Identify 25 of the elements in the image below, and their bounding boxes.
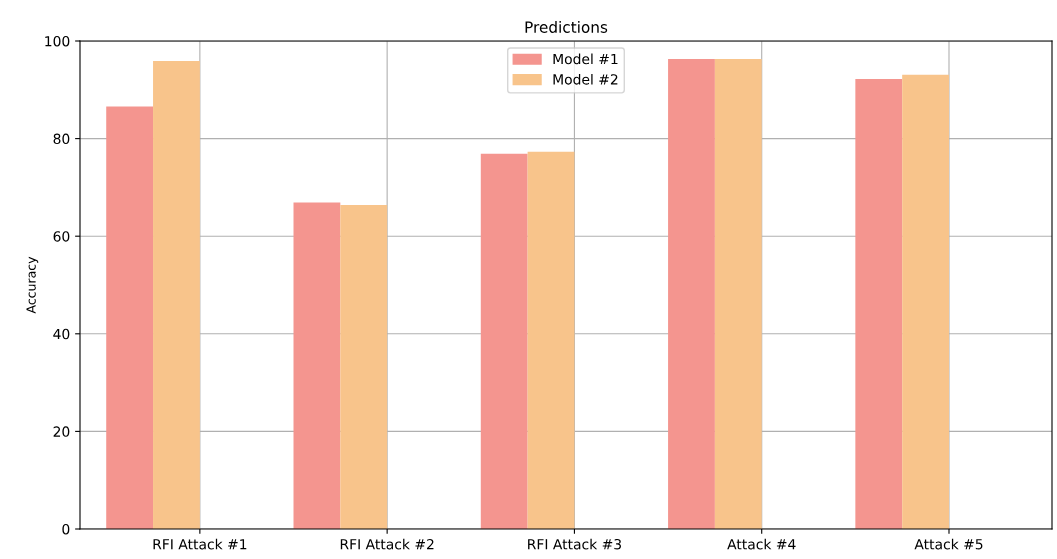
y-axis-title: Accuracy [26, 256, 39, 314]
x-tick-label: RFI Attack #1 [153, 538, 247, 550]
bar [106, 106, 154, 529]
legend-label: Model #2 [553, 73, 618, 85]
bar [527, 151, 575, 529]
bar [855, 79, 903, 529]
bar [714, 59, 762, 529]
bar [153, 61, 200, 529]
y-tick-label: 100 [45, 35, 70, 47]
x-tick-label: Attack #5 [914, 538, 983, 550]
bar [340, 204, 388, 529]
y-tick-label: 40 [53, 328, 70, 340]
y-tick-label: 0 [62, 523, 70, 535]
y-tick-label: 80 [53, 133, 70, 145]
bar [668, 59, 715, 529]
x-tick-label: RFI Attack #3 [528, 538, 621, 550]
bar [902, 74, 949, 529]
y-tick-label: 60 [53, 231, 70, 242]
x-tick-label: RFI Attack #2 [340, 538, 434, 550]
y-tick-label: 20 [53, 426, 70, 437]
bar [293, 202, 341, 529]
legend-label: Model #1 [553, 53, 618, 65]
bar [480, 153, 528, 529]
chart-title: Predictions [525, 21, 608, 33]
x-tick-label: Attack #4 [727, 538, 796, 550]
